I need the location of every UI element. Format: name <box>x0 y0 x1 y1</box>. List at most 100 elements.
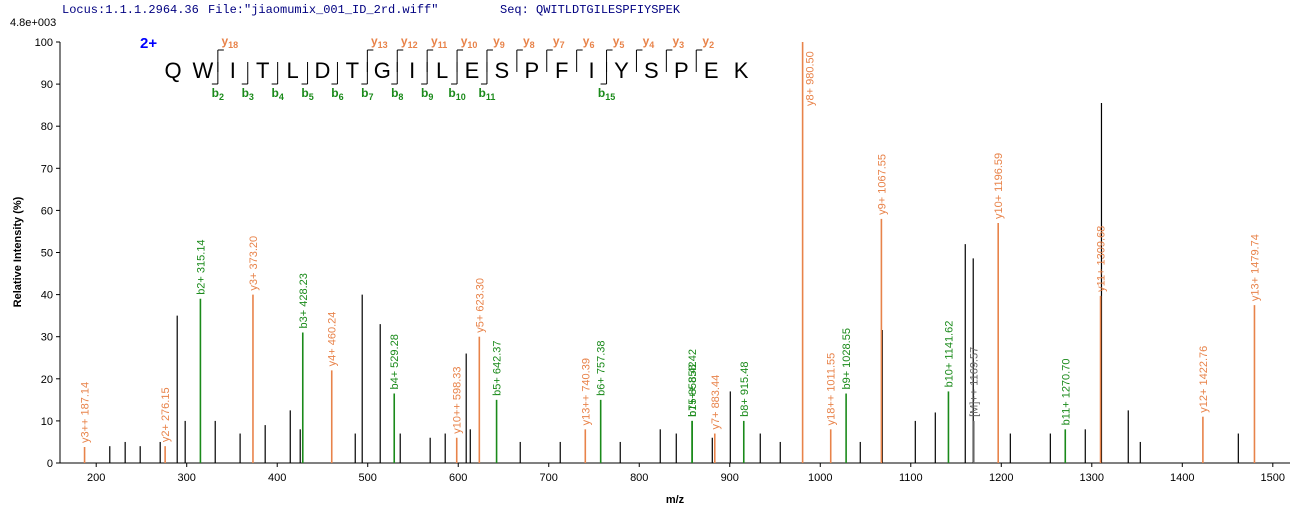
residue: I <box>409 58 415 83</box>
b-ion-label: b10 <box>448 86 465 102</box>
residue: F <box>555 58 568 83</box>
ion-number: 15 <box>605 92 615 102</box>
ion-letter: y <box>523 34 530 48</box>
x-tick-label: 1500 <box>1261 472 1285 484</box>
ion-number: 13 <box>378 40 388 50</box>
peak-label: y3++ 187.14 <box>80 382 92 443</box>
residue: I <box>230 58 236 83</box>
ion-number: 8 <box>530 40 535 50</box>
peak-label: b6+ 757.38 <box>596 340 608 395</box>
x-tick-label: 700 <box>540 472 558 484</box>
x-tick-label: 1000 <box>808 472 832 484</box>
ion-number: 2 <box>709 40 714 50</box>
ion-letter: b <box>391 86 398 100</box>
ion-number: 3 <box>249 92 254 102</box>
residue: Q <box>164 58 181 83</box>
y-ion-label: y13 <box>371 34 388 50</box>
peak-label: b8+ 915.48 <box>739 362 751 417</box>
y-tick-label: 30 <box>41 332 53 344</box>
x-tick-label: 600 <box>449 472 467 484</box>
y-ion-label: y2 <box>702 34 714 50</box>
peak-label: b7+ 858.42 <box>687 362 699 417</box>
ion-number: 11 <box>438 40 448 50</box>
b-ion-label: b7 <box>361 86 373 102</box>
residue: P <box>524 58 539 83</box>
peak-label: y3+ 373.20 <box>248 236 260 291</box>
b-ion-label: b4 <box>271 86 283 102</box>
residue: E <box>704 58 719 83</box>
ion-letter: b <box>212 86 219 100</box>
x-tick-label: 300 <box>178 472 196 484</box>
ion-number: 8 <box>398 92 403 102</box>
x-tick-label: 1200 <box>989 472 1013 484</box>
y-tick-label: 60 <box>41 205 53 217</box>
ion-letter: b <box>331 86 338 100</box>
y-ion-label: y11 <box>431 34 447 50</box>
peak-label: y5+ 623.30 <box>474 278 486 333</box>
ion-number: 4 <box>649 40 654 50</box>
x-axis-label: m/z <box>666 494 685 506</box>
scale-label: 4.8e+003 <box>10 17 56 29</box>
peak-label: y12+ 1422.76 <box>1198 346 1210 413</box>
residue: L <box>436 58 448 83</box>
b-ion-label: b5 <box>301 86 313 102</box>
residue: E <box>465 58 480 83</box>
file: File:"jiaomumix_001_ID_2rd.wiff" <box>208 3 438 17</box>
b-ion-label: b11 <box>479 86 496 102</box>
x-tick-label: 1300 <box>1080 472 1104 484</box>
x-tick-label: 1400 <box>1170 472 1194 484</box>
residue: D <box>315 58 331 83</box>
ion-number: 2 <box>219 92 224 102</box>
residue: S <box>495 58 510 83</box>
y-tick-label: 0 <box>47 458 53 470</box>
residue: T <box>346 58 359 83</box>
peak-label: y2+ 276.15 <box>160 387 172 442</box>
ion-letter: y <box>461 34 468 48</box>
peak-label: y13+ 1479.74 <box>1249 234 1261 301</box>
ion-letter: b <box>479 86 486 100</box>
b-ion-label: b6 <box>331 86 343 102</box>
residue: T <box>256 58 269 83</box>
residue: P <box>674 58 689 83</box>
ion-letter: y <box>672 34 679 48</box>
peak-label: b5+ 642.37 <box>492 340 504 395</box>
peak-label: y11+ 1309.68 <box>1096 226 1108 292</box>
ion-letter: b <box>242 86 249 100</box>
peak-label: [M]++ 1169.57 <box>969 347 981 417</box>
locus: Locus:1.1.1.2964.36 <box>62 3 199 17</box>
residue: Y <box>614 58 629 83</box>
ion-number: 6 <box>589 40 594 50</box>
ion-letter: y <box>493 34 500 48</box>
peak-label: y10++ 598.33 <box>452 366 464 433</box>
ion-letter: y <box>401 34 408 48</box>
peak-label: b3+ 428.23 <box>298 273 310 328</box>
peak-label: b15++ 858.42 <box>687 349 699 417</box>
y-tick-label: 100 <box>35 37 53 49</box>
peak-label: y7+ 883.44 <box>710 375 722 430</box>
residue: K <box>734 58 749 83</box>
ion-letter: y <box>553 34 560 48</box>
residue: G <box>374 58 391 83</box>
ion-letter: b <box>361 86 368 100</box>
ion-letter: b <box>421 86 428 100</box>
ion-letter: y <box>702 34 709 48</box>
x-tick-label: 800 <box>630 472 648 484</box>
y-axis-label: Relative Intensity (%) <box>12 196 24 307</box>
charge: 2+ <box>140 35 157 52</box>
ion-number: 10 <box>467 40 477 50</box>
peak-label: y10+ 1196.59 <box>993 153 1005 219</box>
peak-label: y13++ 740.39 <box>580 358 592 425</box>
y-ion-label: y18 <box>221 34 238 50</box>
peak-label: b10+ 1141.62 <box>943 321 955 388</box>
sequence: Seq: QWITLDTGILESPFIYSPEK <box>500 3 681 17</box>
b-ion-label: b2 <box>212 86 224 102</box>
ion-letter: y <box>613 34 620 48</box>
ion-letter: b <box>271 86 278 100</box>
x-tick-label: 200 <box>87 472 105 484</box>
y-tick-label: 80 <box>41 121 53 133</box>
ion-number: 7 <box>560 40 565 50</box>
peak-label: b11+ 1270.70 <box>1060 359 1072 426</box>
y-tick-label: 70 <box>41 163 53 175</box>
b-ion-label: b15 <box>598 86 615 102</box>
ion-number: 12 <box>408 40 418 50</box>
